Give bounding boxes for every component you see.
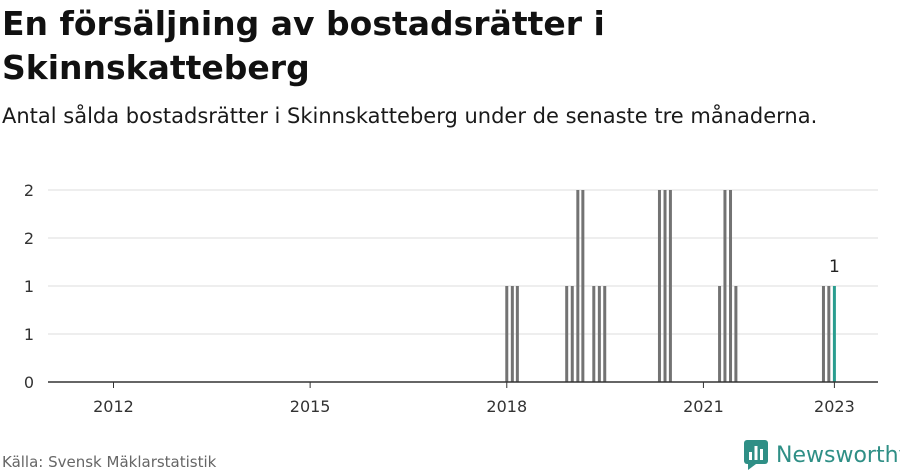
bar [505,286,509,382]
newsworthy-logo-icon [744,440,768,470]
y-tick-label: 0 [24,373,34,392]
bar [592,286,596,382]
y-tick-label: 1 [24,325,34,344]
y-axis-ticks: 0 1 1 2 2 [24,181,34,392]
y-tick-label: 1 [24,277,34,296]
x-tick-label: 2021 [683,397,724,416]
y-tick-label: 2 [24,229,34,248]
bar [565,286,569,382]
source-note: Källa: Svensk Mäklarstatistik [2,453,217,471]
x-tick-label: 2015 [290,397,331,416]
bar [827,286,831,382]
x-tick-label: 2018 [486,397,527,416]
bar [597,286,601,382]
data-label: 1 [829,257,840,277]
bar [668,190,672,382]
bar [832,286,836,382]
gridlines [48,189,878,335]
bar [603,286,607,382]
bar [576,190,580,382]
newsworthy-logo-text: Newsworthy [776,442,900,468]
bar [723,190,727,382]
newsworthy-logo[interactable]: Newsworthy [744,440,900,470]
x-axis: 2012 2015 2018 2021 2023 [48,381,878,416]
bar [718,286,722,382]
bar [657,190,661,382]
annotations: 1 [829,257,840,277]
bar [663,190,667,382]
chart-subtitle: Antal sålda bostadsrätter i Skinnskatteb… [2,104,818,128]
x-tick-label: 2012 [93,397,134,416]
y-tick-label: 2 [24,181,34,200]
bar [581,190,585,382]
bar [821,286,825,382]
bar [515,286,519,382]
chart-title: En försäljning av bostadsrätter i Skinns… [2,4,605,87]
bar [570,286,574,382]
x-tick-label: 2023 [814,397,855,416]
bar [510,286,514,382]
bar [734,286,738,382]
bars [505,190,836,382]
bar [729,190,733,382]
